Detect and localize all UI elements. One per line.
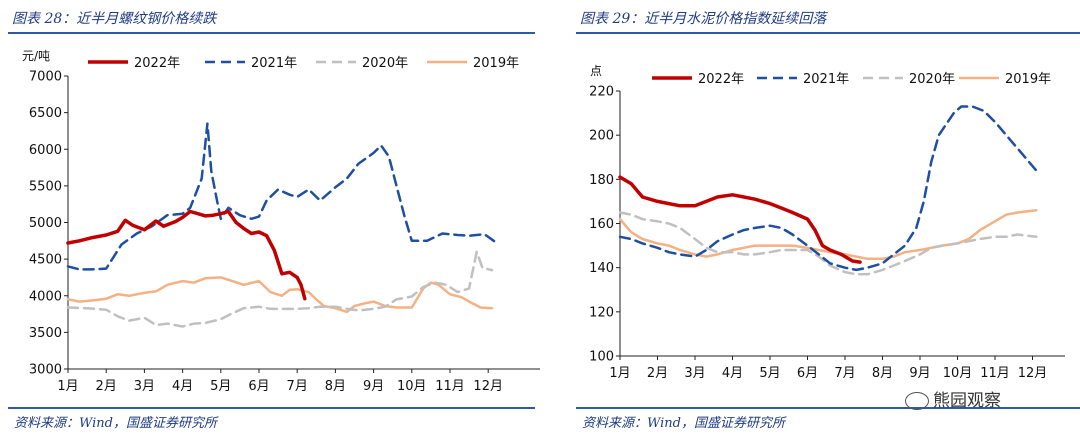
x-tick-label: 7月 bbox=[834, 366, 855, 381]
x-tick-label: 10月 bbox=[397, 379, 427, 394]
x-tick-label: 2月 bbox=[647, 366, 668, 381]
x-tick-label: 7月 bbox=[287, 379, 308, 394]
x-tick-label: 5月 bbox=[759, 366, 780, 381]
legend-label: 2019年 bbox=[473, 56, 519, 71]
x-tick-label: 2月 bbox=[96, 379, 117, 394]
legend-label: 2022年 bbox=[698, 72, 744, 87]
x-tick-label: 8月 bbox=[872, 366, 893, 381]
wechat-icon bbox=[905, 392, 929, 410]
title-divider bbox=[8, 32, 535, 34]
chart-source: 资料来源：Wind，国盛证券研究所 bbox=[582, 416, 785, 431]
series-line-2019年 bbox=[618, 209, 1038, 261]
series-line-2022年 bbox=[618, 175, 862, 264]
y-tick-label: 180 bbox=[589, 173, 614, 188]
y-tick-label: 5500 bbox=[29, 179, 62, 194]
y-tick-label: 140 bbox=[589, 261, 614, 276]
legend-label: 2021年 bbox=[803, 72, 849, 87]
source-divider bbox=[576, 407, 1080, 409]
x-tick-label: 1月 bbox=[609, 366, 630, 381]
y-tick-label: 100 bbox=[589, 350, 614, 365]
y-tick-label: 4000 bbox=[29, 289, 62, 304]
x-tick-label: 11月 bbox=[980, 366, 1010, 381]
y-tick-label: 3500 bbox=[29, 326, 62, 341]
legend-label: 2019年 bbox=[1005, 72, 1051, 87]
x-tick-label: 9月 bbox=[363, 379, 384, 394]
chart-panel-steel: 图表 28：近半月螺纹钢价格续跌 元/吨 3000 3500 4000 4500 5000… bbox=[0, 0, 540, 443]
legend-label: 2020年 bbox=[362, 56, 408, 71]
y-tick-label: 5000 bbox=[29, 216, 62, 231]
x-tick-label: 4月 bbox=[722, 366, 743, 381]
steel-price-chart: 元/吨 3000 3500 4000 4500 5000 5500 6000 6500 7000 1… bbox=[22, 49, 540, 394]
y-tick-label: 6000 bbox=[29, 143, 62, 158]
x-tick-label: 11月 bbox=[435, 379, 465, 394]
x-tick-label: 5月 bbox=[210, 379, 231, 394]
chart-source: 资料来源：Wind，国盛证券研究所 bbox=[14, 416, 217, 431]
x-tick-label: 3月 bbox=[134, 379, 155, 394]
series-line-2019年 bbox=[66, 276, 494, 314]
y-tick-label: 4500 bbox=[29, 253, 62, 268]
series-line-2022年 bbox=[66, 209, 307, 301]
x-tick-label: 8月 bbox=[325, 379, 346, 394]
series-line-2021年 bbox=[66, 122, 498, 271]
y-tick-label: 6500 bbox=[29, 106, 62, 121]
y-tick-label: 200 bbox=[589, 129, 614, 144]
x-tick-label: 6月 bbox=[248, 379, 269, 394]
x-tick-label: 4月 bbox=[172, 379, 193, 394]
series-line-2020年 bbox=[618, 211, 1038, 276]
cement-index-chart: 点 100 120 140 160 180 200 220 1月 2月 3月 4月 5月 6月 7月 8月 9月… bbox=[589, 64, 1065, 381]
x-tick-label: 10月 bbox=[943, 366, 973, 381]
x-tick-label: 6月 bbox=[797, 366, 818, 381]
y-tick-label: 120 bbox=[589, 305, 614, 320]
legend-label: 2022年 bbox=[134, 56, 180, 71]
y-tick-label: 160 bbox=[589, 217, 614, 232]
title-divider bbox=[576, 32, 1080, 34]
chart-title: 图表 28：近半月螺纹钢价格续跌 bbox=[12, 11, 217, 27]
chart-panel-cement: 图表 29：近半月水泥价格指数延续回落 点 100 120 140 160 180 200 2… bbox=[568, 0, 1080, 443]
source-divider bbox=[8, 407, 535, 409]
y-tick-label: 3000 bbox=[29, 363, 62, 378]
chart-title: 图表 29：近半月水泥价格指数延续回落 bbox=[580, 11, 827, 27]
y-unit-label: 元/吨 bbox=[22, 49, 50, 63]
legend-label: 2021年 bbox=[251, 56, 297, 71]
x-tick-label: 3月 bbox=[684, 366, 705, 381]
x-tick-label: 9月 bbox=[909, 366, 930, 381]
watermark: 熊园观察 bbox=[905, 386, 1001, 411]
x-tick-label: 12月 bbox=[1018, 366, 1048, 381]
y-tick-label: 7000 bbox=[29, 70, 62, 85]
series-line-2021年 bbox=[618, 105, 1038, 272]
x-tick-label: 1月 bbox=[57, 379, 78, 394]
watermark-text: 熊园观察 bbox=[933, 391, 1001, 411]
y-tick-label: 220 bbox=[589, 85, 614, 100]
legend-label: 2020年 bbox=[909, 72, 955, 87]
x-tick-label: 12月 bbox=[473, 379, 503, 394]
series-line-2020年 bbox=[66, 250, 494, 328]
y-unit-label: 点 bbox=[590, 64, 602, 78]
